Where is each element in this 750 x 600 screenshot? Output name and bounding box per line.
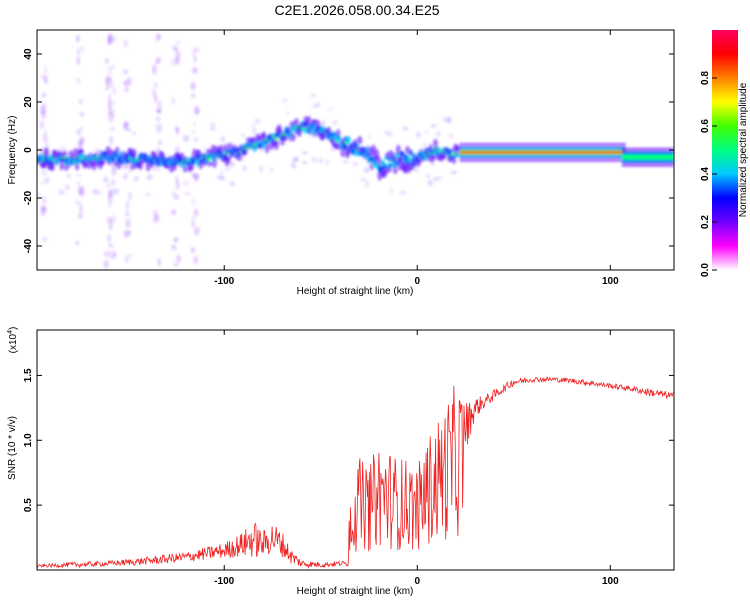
snr-x-axis: -100 0 100 xyxy=(214,330,619,587)
snr-scale-label: (x104) xyxy=(7,327,19,354)
colorbar-axis: 0.0 0.2 0.4 0.6 0.8 xyxy=(700,71,717,277)
y-tick-label: 1.0 xyxy=(23,433,34,447)
snr-y-axis: 0.5 1.0 1.5 xyxy=(23,368,674,512)
y-tick-label: 0 xyxy=(23,147,34,153)
x-tick-label: 100 xyxy=(602,276,619,287)
snr-scale-close: ) xyxy=(8,327,19,330)
spectrogram-heatmap xyxy=(37,32,674,269)
snr-y-axis-label: SNR (10 * v/v) xyxy=(7,416,18,480)
colorbar-tick-label: 0.6 xyxy=(700,119,711,133)
colorbar: 0.0 0.2 0.4 0.6 0.8 Normalized spectral ampl… xyxy=(700,30,749,277)
snr-series-line xyxy=(37,376,674,569)
colorbar-tick-label: 0.8 xyxy=(700,71,711,85)
snr-frame xyxy=(36,329,675,571)
spectrogram-x-axis: -100 0 100 xyxy=(214,30,619,287)
chart-title: C2E1.2026.058.00.34.E25 xyxy=(274,2,440,18)
spectrogram-y-axis: -40 -20 0 20 40 xyxy=(23,48,674,253)
y-tick-label: 1.5 xyxy=(23,368,34,382)
x-tick-label: 0 xyxy=(414,576,420,587)
y-tick-label: 40 xyxy=(23,48,34,60)
colorbar-gradient xyxy=(712,30,738,270)
colorbar-tick-label: 0.2 xyxy=(700,215,711,229)
x-tick-label: -100 xyxy=(214,276,234,287)
x-tick-label: 100 xyxy=(602,576,619,587)
y-tick-label: 20 xyxy=(23,96,34,108)
snr-scale-exponent: 4 xyxy=(7,330,14,334)
snr-x-axis-label: Height of straight line (km) xyxy=(297,586,414,597)
snr-panel: -100 0 100 0.5 1.0 1.5 Height of straight li… xyxy=(7,327,675,597)
colorbar-tick-label: 0.0 xyxy=(700,263,711,277)
spectrogram-y-axis-label: Frequency (Hz) xyxy=(7,116,18,185)
x-tick-label: -100 xyxy=(214,576,234,587)
colorbar-tick-label: 0.4 xyxy=(700,167,711,181)
spectrogram-panel: -100 0 100 -40 -20 0 20 40 Height of straight … xyxy=(7,29,675,297)
y-tick-label: -20 xyxy=(23,190,34,205)
y-tick-label: -40 xyxy=(23,238,34,253)
snr-scale-prefix: (x10 xyxy=(8,333,19,353)
y-tick-label: 0.5 xyxy=(23,498,34,512)
x-tick-label: 0 xyxy=(414,276,420,287)
colorbar-label: Normalized spectral amplitude xyxy=(738,82,749,217)
spectrogram-x-axis-label: Height of straight line (km) xyxy=(297,286,414,297)
